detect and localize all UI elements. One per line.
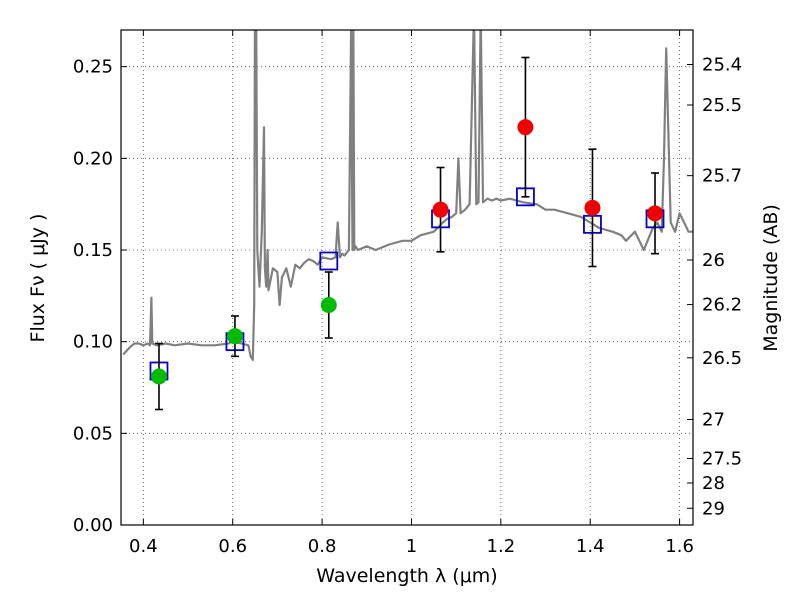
magnitude-tick-label: 29 <box>702 498 725 519</box>
magnitude-tick-label: 26.5 <box>702 348 742 369</box>
model-square <box>319 251 339 271</box>
y-tick-label: 0.05 <box>73 423 113 444</box>
nir-point <box>647 205 664 222</box>
plot-data <box>122 30 693 411</box>
x-tick-label: 0.6 <box>218 536 247 557</box>
magnitude-tick-label: 25.4 <box>702 54 742 75</box>
magnitude-tick-label: 27 <box>702 410 725 431</box>
magnitude-axis-label: Magnitude (AB) <box>760 204 782 352</box>
y-tick-label: 0.10 <box>73 332 113 353</box>
y-tick-label: 0.00 <box>73 515 113 536</box>
magnitude-tick-label: 25.5 <box>702 95 742 116</box>
magnitude-tick-label: 28 <box>702 473 725 494</box>
nir-point <box>584 199 601 216</box>
magnitude-tick-label: 26.2 <box>702 295 742 316</box>
magnitude-tick-label: 27.5 <box>702 448 742 469</box>
magnitude-tick-label: 25.7 <box>702 166 742 187</box>
x-tick-label: 1.6 <box>665 536 694 557</box>
nir-point <box>432 201 449 218</box>
y-tick-label: 0.20 <box>73 148 113 169</box>
y-tick-label: 0.15 <box>73 240 113 261</box>
x-tick-label: 1.2 <box>487 536 516 557</box>
y-axis-label: Flux Fν ( μJy ) <box>27 214 49 343</box>
magnitude-tick-label: 26 <box>702 250 725 271</box>
nir-point <box>517 119 534 136</box>
optical-point <box>150 368 167 385</box>
plot-frame <box>120 29 694 526</box>
x-tick-label: 0.8 <box>308 536 337 557</box>
axis-ticks: 0.4 0.6 0.8 1 1.2 1.4 1.6 0.00 0.05 0.10 0.15 0.20 0… <box>73 30 742 557</box>
y-tick-label: 0.25 <box>73 57 113 78</box>
optical-point <box>320 297 337 313</box>
x-tick-label: 1.4 <box>576 536 605 557</box>
x-axis-label: Wavelength λ (μm) <box>316 565 497 587</box>
x-tick-label: 1 <box>406 536 417 557</box>
optical-point <box>226 328 243 345</box>
x-tick-label: 0.4 <box>129 536 158 557</box>
